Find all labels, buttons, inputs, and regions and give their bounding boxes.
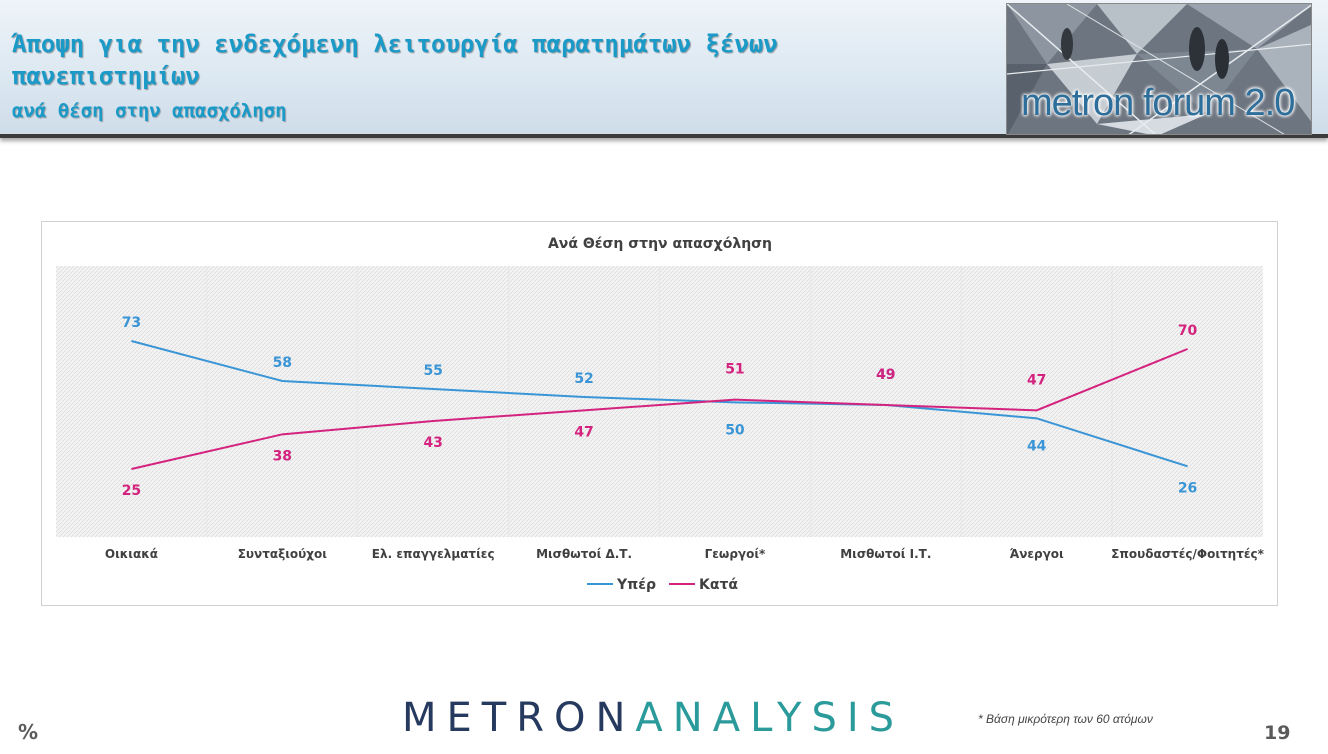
series-line-yper bbox=[131, 340, 1188, 468]
data-label-kata: 43 bbox=[423, 435, 442, 451]
data-label-kata: 47 bbox=[574, 424, 593, 440]
data-label-yper: 26 bbox=[1178, 480, 1197, 496]
x-tick-label: Οικιακά bbox=[105, 547, 158, 561]
x-tick-label: Γεωργοί* bbox=[705, 547, 766, 561]
logo-photo-graphic bbox=[1007, 4, 1311, 134]
header-band: Άποψη για την ενδεχόμενη λειτουργία παρα… bbox=[0, 0, 1328, 138]
brand-metron: METRON bbox=[402, 695, 636, 741]
metron-analysis-brand: METRONANALYSIS bbox=[402, 694, 904, 742]
page-number: 19 bbox=[1264, 722, 1291, 744]
percent-symbol: % bbox=[18, 720, 39, 744]
chart-container: Ανά Θέση στην απασχόληση 73 25 58 38 55 43 52 4… bbox=[41, 221, 1278, 606]
data-label-yper: 73 bbox=[122, 315, 141, 331]
data-label-kata: 51 bbox=[725, 362, 744, 378]
chart-title: Ανά Θέση στην απασχόληση bbox=[548, 236, 772, 252]
data-label-yper: 49 bbox=[876, 367, 895, 383]
x-tick-label: Μισθωτοί Δ.Τ. bbox=[536, 547, 632, 561]
data-label-yper: 50 bbox=[725, 422, 745, 438]
series-line-kata bbox=[131, 348, 1188, 470]
data-label-kata: 47 bbox=[1027, 372, 1046, 388]
data-label-kata: 25 bbox=[122, 483, 141, 499]
x-tick-label: Σπουδαστές/Φοιτητές* bbox=[1111, 547, 1264, 561]
data-label-yper: 52 bbox=[574, 371, 593, 387]
line-chart: Ανά Θέση στην απασχόληση 73 25 58 38 55 43 52 4… bbox=[56, 236, 1265, 593]
x-tick-label: Ελ. επαγγελματίες bbox=[372, 547, 495, 561]
data-label-yper: 58 bbox=[273, 355, 292, 371]
data-label-kata: 70 bbox=[1178, 323, 1198, 339]
footnote: * Βάση μικρότερη των 60 ατόμων bbox=[978, 712, 1153, 726]
page-subtitle: ανά θέση στην απασχόληση bbox=[12, 100, 287, 122]
data-label-yper: 44 bbox=[1027, 438, 1047, 454]
logo-text: metron forum 2.0 bbox=[1021, 82, 1295, 124]
x-tick-label: Μισθωτοί Ι.Τ. bbox=[840, 547, 931, 561]
x-tick-label: Άνεργοι bbox=[1010, 547, 1064, 561]
data-label-kata: 38 bbox=[273, 448, 292, 464]
legend-label: Υπέρ bbox=[616, 577, 656, 593]
legend-label: Κατά bbox=[699, 577, 738, 593]
data-label-yper: 55 bbox=[423, 363, 442, 379]
data-label-kata: 49 bbox=[876, 367, 895, 383]
x-tick-label: Συνταξιούχοι bbox=[238, 547, 327, 561]
page-title: Άποψη για την ενδεχόμενη λειτουργία παρα… bbox=[12, 30, 778, 90]
metron-forum-logo: metron forum 2.0 bbox=[1006, 3, 1312, 135]
brand-analysis: ANALYSIS bbox=[635, 695, 905, 741]
